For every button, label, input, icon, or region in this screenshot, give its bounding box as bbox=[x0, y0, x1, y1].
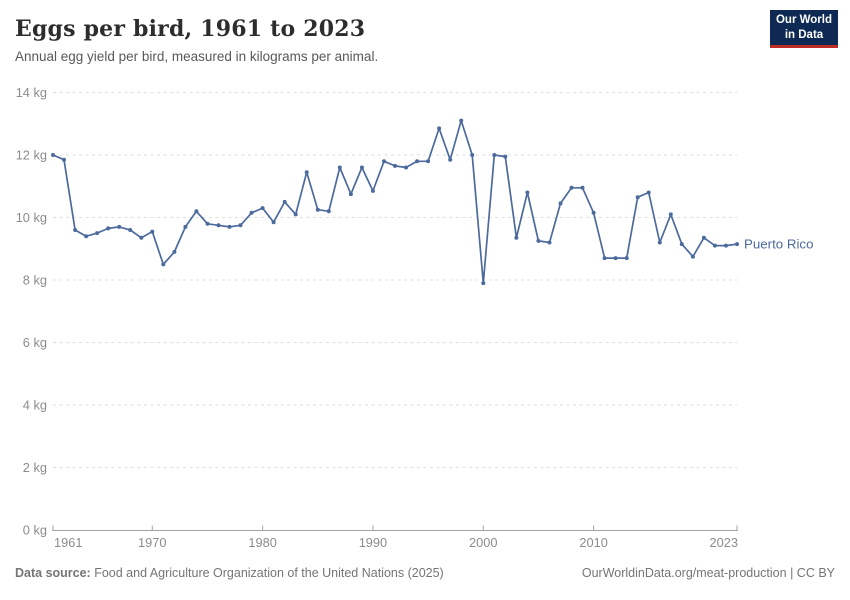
data-point-2009[interactable] bbox=[580, 185, 585, 190]
x-axis-tick-label-1990: 1990 bbox=[359, 535, 387, 550]
data-point-2016[interactable] bbox=[657, 240, 662, 245]
data-point-2006[interactable] bbox=[547, 240, 552, 245]
data-point-1997[interactable] bbox=[448, 157, 453, 162]
page-title: Eggs per bird, 1961 to 2023 bbox=[15, 16, 366, 42]
data-point-1963[interactable] bbox=[73, 228, 78, 232]
data-point-1996[interactable] bbox=[437, 126, 442, 131]
y-axis-tick-label: 14 kg bbox=[16, 85, 47, 100]
data-point-1993[interactable] bbox=[404, 165, 408, 170]
data-point-2017[interactable] bbox=[668, 212, 673, 217]
footer-right: OurWorldinData.org/meat-production | CC … bbox=[582, 566, 835, 580]
series-line-puerto-rico[interactable] bbox=[52, 119, 738, 284]
data-point-1972[interactable] bbox=[172, 249, 177, 254]
data-point-2000[interactable] bbox=[481, 281, 486, 286]
data-point-1977[interactable] bbox=[227, 224, 232, 229]
data-point-1965[interactable] bbox=[95, 231, 100, 236]
data-source-label: Data source: bbox=[15, 566, 91, 580]
data-point-1983[interactable] bbox=[293, 212, 298, 217]
license-label: CC BY bbox=[796, 566, 835, 580]
x-axis-tick-label-1961: 1961 bbox=[54, 535, 82, 550]
data-point-1982[interactable] bbox=[282, 199, 287, 204]
y-axis-tick-label: 8 kg bbox=[23, 273, 47, 288]
owid-logo-line1: Our World bbox=[775, 14, 832, 27]
data-point-2023[interactable] bbox=[735, 242, 739, 247]
data-point-1980[interactable] bbox=[260, 206, 265, 211]
data-point-1975[interactable] bbox=[205, 221, 210, 226]
y-axis-tick-label: 4 kg bbox=[23, 398, 47, 413]
series-label-puerto-rico[interactable]: Puerto Rico bbox=[744, 237, 813, 252]
data-point-1964[interactable] bbox=[84, 234, 89, 239]
y-axis-tick-label: 10 kg bbox=[16, 210, 47, 225]
data-point-2018[interactable] bbox=[679, 242, 684, 247]
data-point-1974[interactable] bbox=[194, 209, 199, 214]
chart-header: Eggs per bird, 1961 to 2023 Annual egg y… bbox=[15, 16, 755, 64]
owid-logo[interactable]: Our World in Data bbox=[770, 10, 838, 48]
data-point-2003[interactable] bbox=[514, 235, 519, 240]
data-point-2002[interactable] bbox=[503, 154, 508, 159]
data-point-1985[interactable] bbox=[315, 207, 320, 212]
data-point-1961[interactable] bbox=[51, 153, 55, 157]
data-point-2005[interactable] bbox=[536, 238, 541, 243]
data-point-1991[interactable] bbox=[382, 159, 386, 164]
chart-footer: Data source: Food and Agriculture Organi… bbox=[15, 566, 835, 580]
data-point-1962[interactable] bbox=[62, 157, 66, 162]
data-point-1979[interactable] bbox=[249, 210, 254, 215]
data-point-1986[interactable] bbox=[326, 209, 331, 214]
data-point-1994[interactable] bbox=[415, 159, 420, 164]
data-point-1998[interactable] bbox=[459, 118, 464, 123]
data-point-1966[interactable] bbox=[106, 226, 111, 231]
y-axis-tick-label: 6 kg bbox=[23, 335, 47, 350]
data-point-2015[interactable] bbox=[646, 190, 651, 195]
data-point-2022[interactable] bbox=[724, 243, 728, 248]
data-point-1968[interactable] bbox=[128, 228, 133, 232]
y-axis-tick-label: 12 kg bbox=[16, 148, 47, 163]
line-chart[interactable]: 0 kg 2 kg 4 kg 6 kg 8 kg 10 kg 12 kg 14 kg 1961 1… bbox=[0, 0, 850, 556]
x-axis-tick-label-2000: 2000 bbox=[469, 535, 497, 550]
data-point-2001[interactable] bbox=[492, 153, 497, 157]
data-point-1970[interactable] bbox=[150, 229, 155, 234]
data-point-2011[interactable] bbox=[602, 256, 607, 261]
data-point-1976[interactable] bbox=[216, 223, 221, 228]
data-point-2019[interactable] bbox=[690, 254, 695, 259]
owid-logo-line2: in Data bbox=[784, 28, 824, 41]
data-point-1992[interactable] bbox=[393, 163, 397, 168]
owid-url-link[interactable]: OurWorldinData.org/meat-production bbox=[581, 566, 787, 580]
data-point-2021[interactable] bbox=[712, 243, 717, 248]
data-point-1969[interactable] bbox=[139, 235, 144, 240]
data-point-2010[interactable] bbox=[591, 210, 596, 215]
data-point-1971[interactable] bbox=[161, 262, 166, 267]
x-axis-tick-label-1980: 1980 bbox=[248, 535, 276, 550]
page-subtitle: Annual egg yield per bird, measured in k… bbox=[15, 49, 379, 64]
data-point-2008[interactable] bbox=[569, 185, 574, 190]
data-point-2014[interactable] bbox=[635, 195, 640, 200]
data-point-2007[interactable] bbox=[558, 201, 563, 206]
data-point-1981[interactable] bbox=[271, 220, 276, 225]
data-point-1978[interactable] bbox=[238, 223, 243, 228]
data-point-2020[interactable] bbox=[701, 235, 706, 240]
data-point-1987[interactable] bbox=[337, 165, 342, 170]
data-point-2013[interactable] bbox=[624, 256, 629, 261]
data-point-1973[interactable] bbox=[183, 224, 188, 229]
data-point-1984[interactable] bbox=[304, 170, 309, 175]
data-point-1989[interactable] bbox=[359, 165, 364, 170]
data-source-note: Data source: Food and Agriculture Organi… bbox=[15, 566, 444, 580]
footer-separator: | bbox=[786, 566, 797, 580]
x-axis-tick-label-2010: 2010 bbox=[579, 535, 607, 550]
data-point-1967[interactable] bbox=[117, 224, 122, 229]
x-axis-tick-label-2023: 2023 bbox=[710, 535, 738, 550]
y-axis-tick-label: 0 kg bbox=[23, 523, 47, 538]
data-point-2004[interactable] bbox=[525, 190, 530, 195]
data-point-1999[interactable] bbox=[470, 153, 475, 157]
x-axis-tick-label-1970: 1970 bbox=[138, 535, 166, 550]
y-axis-tick-label: 2 kg bbox=[23, 460, 47, 475]
data-point-1988[interactable] bbox=[348, 192, 353, 197]
data-point-2012[interactable] bbox=[613, 256, 618, 261]
data-point-1995[interactable] bbox=[426, 159, 431, 164]
data-source-text: Food and Agriculture Organization of the… bbox=[90, 566, 444, 580]
data-point-1990[interactable] bbox=[370, 188, 375, 193]
